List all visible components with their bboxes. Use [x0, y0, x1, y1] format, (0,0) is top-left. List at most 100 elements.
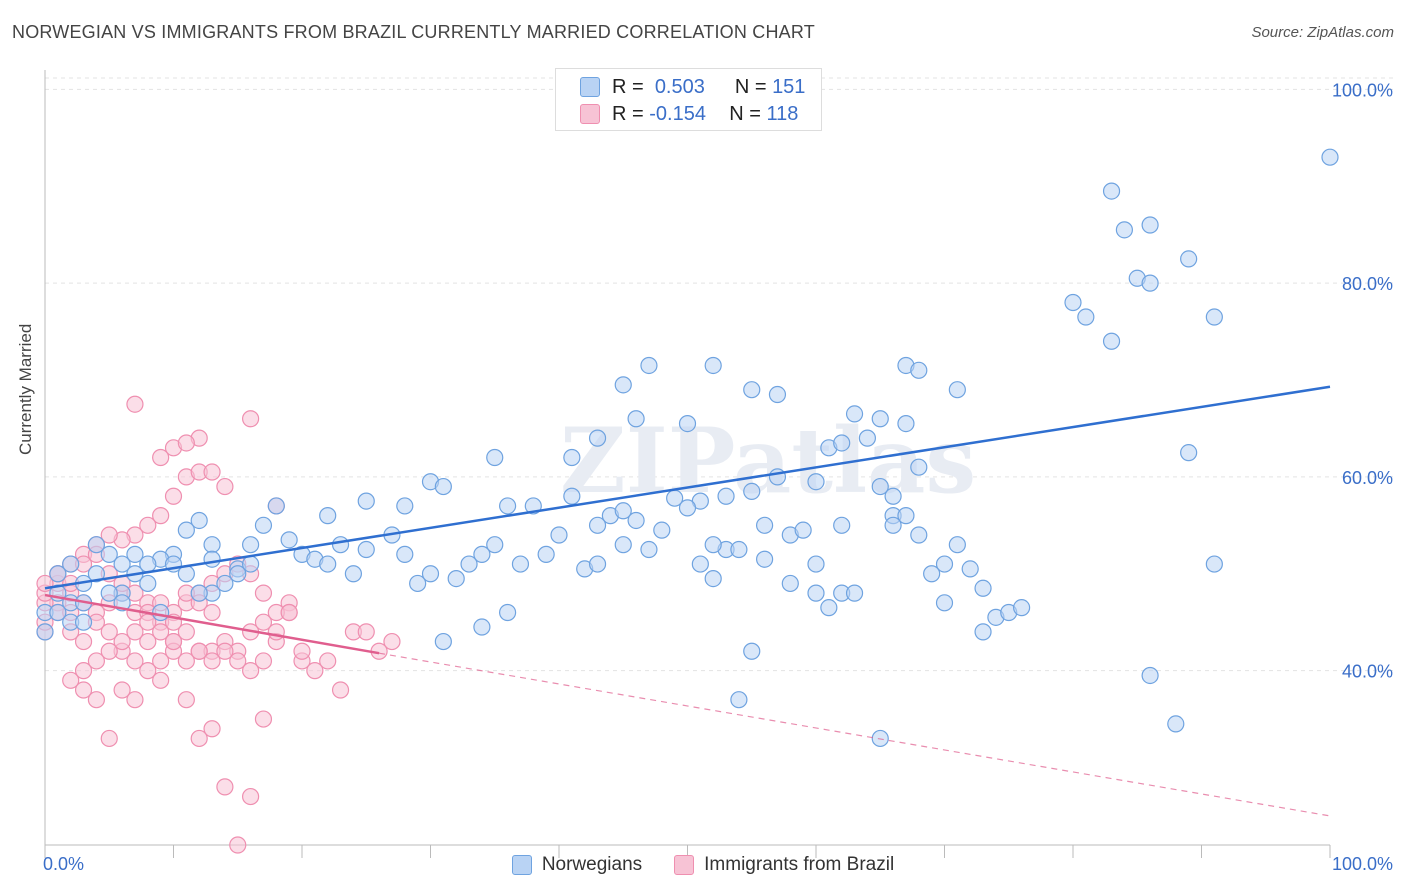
norwegian-point: [473, 545, 491, 563]
norwegian-point: [280, 531, 298, 549]
brazil-point: [152, 652, 170, 670]
brazil-point: [126, 623, 144, 641]
norwegian-point: [152, 603, 170, 622]
brazil-point: [113, 632, 131, 651]
series-legend: Norwegians Immigrants from Brazil: [0, 852, 1406, 878]
legend-r-value: -0.154: [649, 102, 706, 125]
norwegian-point: [743, 482, 761, 501]
norwegian-point: [588, 429, 607, 447]
norwegian-point: [1180, 444, 1198, 462]
norwegian-point: [691, 555, 709, 573]
norwegian-point: [897, 414, 915, 433]
norwegian-point: [563, 487, 581, 505]
x-tick-label: 100.0%: [1332, 854, 1393, 874]
brazil-point: [139, 516, 157, 534]
norwegian-point: [653, 521, 671, 539]
norwegian-point: [807, 584, 825, 602]
legend-swatch-pink: [580, 104, 600, 124]
brazil-point: [293, 642, 311, 660]
norwegian-point: [537, 545, 555, 563]
series-label: Norwegians: [541, 854, 643, 875]
source-credit: Source: ZipAtlas.com: [1251, 24, 1394, 41]
norwegian-point: [820, 599, 838, 617]
y-tick-label: 100.0%: [1332, 80, 1393, 100]
brazil-point: [319, 652, 337, 670]
norwegian-point: [319, 555, 337, 573]
norwegian-point: [845, 405, 864, 423]
norwegian-point: [743, 381, 761, 399]
brazil-point: [164, 632, 183, 651]
legend-r-label: R =: [612, 75, 644, 98]
norwegian-point: [49, 603, 67, 622]
norwegian-point: [897, 507, 915, 525]
norwegian-point: [743, 642, 761, 660]
norwegian-point: [1141, 274, 1159, 292]
brazil-point: [177, 691, 195, 709]
norwegian-point: [74, 613, 93, 631]
norwegian-point: [344, 565, 362, 583]
norwegian-point: [1141, 666, 1159, 685]
brazil-point: [126, 395, 144, 413]
norwegian-point: [678, 499, 697, 517]
legend-row-brazil: R = -0.154 N = 118: [580, 102, 798, 126]
brazil-point: [126, 691, 144, 709]
norwegian-point: [409, 574, 427, 593]
brazil-point: [357, 623, 375, 641]
norwegian-point: [948, 536, 966, 554]
norwegian-point: [627, 410, 645, 428]
legend-swatch-blue: [580, 77, 600, 97]
norwegian-point: [640, 356, 658, 375]
brazil-point: [177, 434, 195, 452]
brazil-point: [100, 526, 118, 544]
brazil-point: [164, 487, 183, 505]
norwegian-point: [511, 555, 530, 573]
norwegian-point: [36, 623, 54, 641]
brazil-point: [216, 477, 234, 496]
brazil-point: [62, 671, 80, 689]
brazil-point: [216, 778, 234, 796]
norwegian-point: [1141, 216, 1159, 234]
norwegian-point: [935, 594, 954, 612]
chart-title: NORWEGIAN VS IMMIGRANTS FROM BRAZIL CURR…: [12, 22, 815, 42]
norwegian-point: [49, 565, 67, 583]
norwegian-point: [1115, 221, 1134, 239]
brazil-point: [306, 662, 324, 680]
norwegian-point: [1205, 555, 1223, 573]
norwegian-point: [242, 536, 260, 554]
brazil-point: [74, 662, 93, 680]
norwegian-point: [499, 603, 517, 622]
norwegian-point: [704, 356, 722, 375]
norwegian-point: [807, 555, 825, 573]
brazil-point: [74, 632, 93, 651]
norwegian-point: [1102, 332, 1121, 350]
brazil-point: [152, 507, 170, 525]
correlation-legend: R = 0.503 N = 151 R = -0.154 N = 118: [555, 68, 822, 131]
legend-n-value: 151: [772, 75, 806, 98]
norwegian-point: [139, 574, 157, 593]
brazil-point: [177, 652, 195, 670]
brazil-point: [190, 729, 208, 748]
norwegian-point: [486, 448, 504, 467]
norwegian-point: [858, 429, 877, 447]
norwegian-point: [177, 521, 195, 539]
norwegian-point: [730, 691, 748, 709]
norwegian-point: [923, 565, 941, 583]
norwegian-trend-line: [44, 385, 1331, 590]
y-tick-label: 40.0%: [1342, 662, 1393, 682]
norwegian-point: [62, 555, 80, 573]
norwegian-point: [434, 632, 452, 651]
brazil-point: [242, 410, 260, 428]
y-tick-label: 80.0%: [1342, 274, 1393, 294]
norwegian-point: [396, 545, 414, 563]
norwegian-point: [768, 385, 787, 404]
norwegian-point: [331, 536, 350, 554]
norwegian-point: [447, 569, 465, 588]
brazil-trend-line: [44, 593, 380, 655]
norwegian-point: [614, 376, 632, 394]
legend-n-label: N =: [729, 102, 761, 125]
brazil-point: [190, 642, 208, 660]
norwegian-point: [755, 516, 774, 534]
norwegian-point: [730, 540, 748, 559]
norwegian-point: [203, 550, 221, 568]
norwegian-point: [717, 487, 735, 505]
